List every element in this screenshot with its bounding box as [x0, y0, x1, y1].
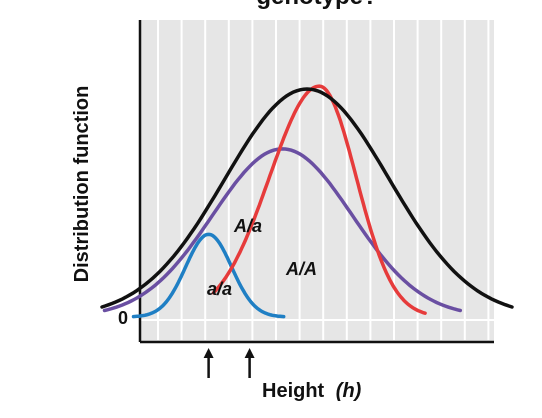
chart-title: genotype? — [256, 0, 377, 10]
series-label-aa: a/a — [207, 279, 232, 299]
plot-background — [140, 20, 494, 342]
series-line-total — [100, 87, 514, 309]
x-axis-label-text: Height — [262, 380, 325, 402]
series-label-Aa: A/a — [233, 216, 262, 236]
arrow-layer — [203, 348, 255, 378]
marker-arrow — [203, 348, 214, 378]
series-line-Aa — [102, 147, 463, 313]
series-line-aa — [131, 232, 286, 319]
curve-layer — [100, 84, 514, 319]
x-axis-label: Height (h) — [262, 380, 362, 402]
x-axis-label-symbol: (h) — [336, 380, 362, 402]
series-line-AA — [211, 84, 427, 315]
y-tick-zero: 0 — [118, 308, 128, 328]
series-label-AA: A/A — [285, 259, 317, 279]
y-axis-label: Distribution function — [71, 86, 93, 283]
marker-arrow — [244, 348, 255, 378]
